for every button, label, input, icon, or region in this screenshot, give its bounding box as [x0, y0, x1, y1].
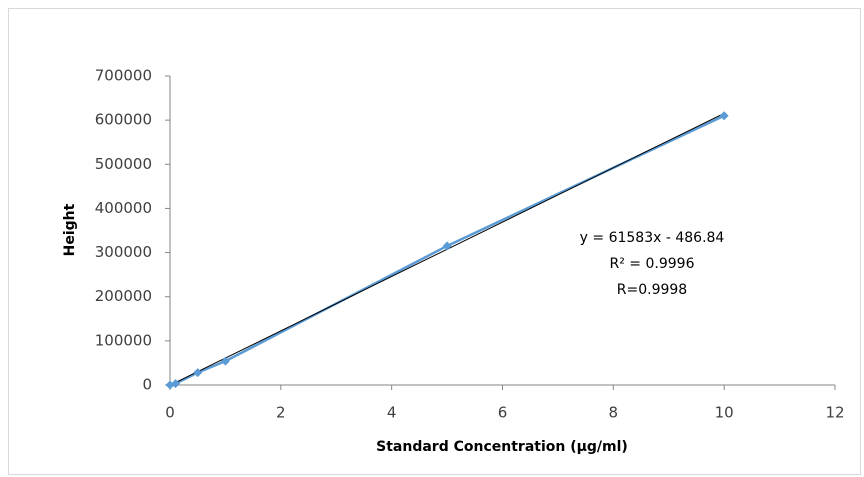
marker: [193, 368, 203, 378]
x-axis-label: Standard Concentration (µg/ml): [376, 439, 628, 455]
marker: [220, 356, 230, 366]
y-tick-label: 500000: [95, 155, 152, 173]
x-tick-label: 6: [498, 404, 508, 422]
annotation: R=0.9998: [617, 282, 687, 298]
x-tick-label: 4: [387, 404, 397, 422]
y-tick-label: 200000: [95, 287, 152, 305]
x-tick-label: 12: [825, 404, 844, 422]
y-tick-label: 0: [142, 376, 152, 394]
marker: [442, 241, 452, 251]
x-tick-label: 8: [609, 404, 619, 422]
y-tick-label: 100000: [95, 331, 152, 349]
y-tick-label: 400000: [95, 199, 152, 217]
annotation: R² = 0.9996: [610, 256, 695, 272]
y-tick-label: 300000: [95, 243, 152, 261]
y-axis-label: Height: [62, 203, 78, 256]
annotation: y = 61583x - 486.84: [580, 230, 725, 246]
y-tick-label: 600000: [95, 111, 152, 129]
x-tick-label: 10: [715, 404, 734, 422]
y-tick-label: 700000: [95, 67, 152, 85]
x-tick-label: 2: [276, 404, 286, 422]
x-tick-label: 0: [165, 404, 175, 422]
chart-frame: [8, 8, 861, 475]
marker: [719, 111, 729, 121]
marker: [171, 379, 181, 389]
